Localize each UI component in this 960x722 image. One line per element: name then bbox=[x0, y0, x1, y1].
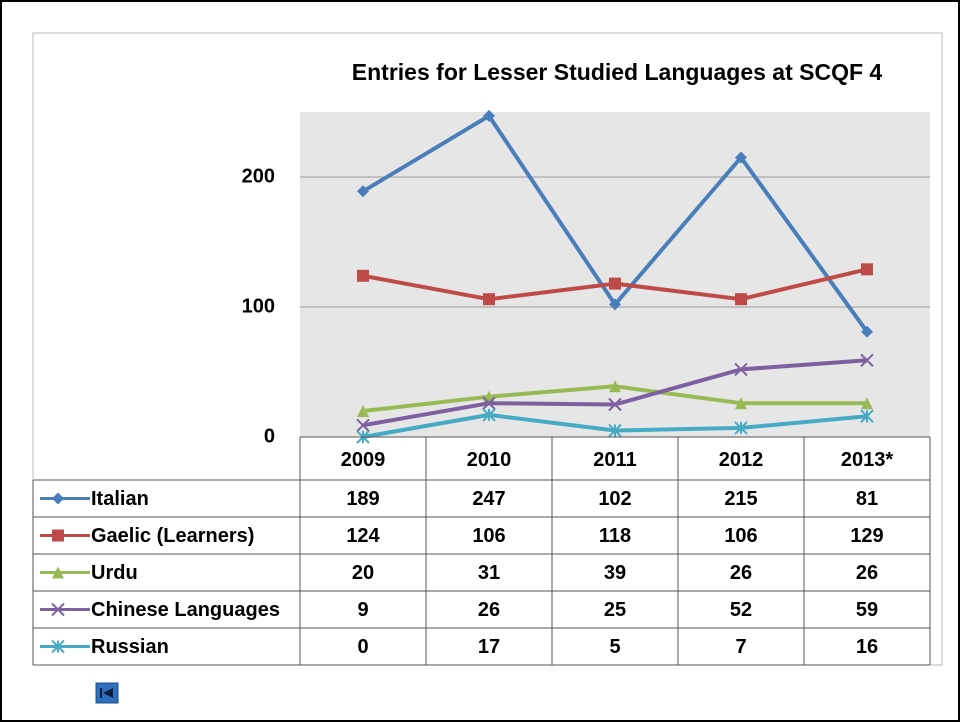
series bbox=[357, 263, 873, 306]
marker bbox=[860, 409, 874, 423]
legend-entry: Urdu bbox=[40, 562, 138, 584]
table-value: 26 bbox=[856, 562, 878, 584]
marker bbox=[609, 380, 621, 393]
legend-marker bbox=[52, 566, 64, 579]
table-value: 129 bbox=[850, 525, 883, 547]
table-value: 31 bbox=[478, 562, 500, 584]
table-value: 52 bbox=[730, 599, 752, 621]
legend-marker bbox=[52, 529, 64, 542]
chart-title: Entries for Lesser Studied Languages at … bbox=[352, 59, 883, 85]
x-tick-label: 2013* bbox=[841, 449, 893, 471]
y-tick-label: 200 bbox=[242, 165, 275, 187]
marker bbox=[482, 408, 496, 422]
marker bbox=[357, 405, 369, 417]
table-value: 106 bbox=[724, 525, 757, 547]
table-value: 9 bbox=[357, 599, 368, 621]
table-value: 39 bbox=[604, 562, 626, 584]
back-icon-arrow bbox=[103, 688, 113, 698]
x-tick-label: 2012 bbox=[719, 449, 764, 471]
nav-button[interactable] bbox=[95, 682, 119, 704]
table-value: 81 bbox=[856, 488, 878, 510]
marker bbox=[357, 269, 369, 282]
table-value: 17 bbox=[478, 636, 500, 658]
legend-label: Chinese Languages bbox=[91, 599, 280, 621]
legend-label: Italian bbox=[91, 488, 149, 510]
marker bbox=[482, 396, 496, 410]
table-value: 59 bbox=[856, 599, 878, 621]
table-value: 7 bbox=[735, 636, 746, 658]
marker bbox=[483, 293, 495, 306]
marker bbox=[734, 421, 748, 435]
table-value: 118 bbox=[599, 525, 631, 547]
table-value: 102 bbox=[598, 488, 631, 510]
marker bbox=[609, 277, 621, 290]
marker bbox=[735, 151, 747, 164]
legend-label: Urdu bbox=[91, 562, 138, 584]
legend-entry: Gaelic (Learners) bbox=[40, 525, 254, 547]
legend-entry: Chinese Languages bbox=[40, 599, 280, 621]
series bbox=[356, 353, 874, 433]
table-value: 0 bbox=[357, 636, 368, 658]
marker bbox=[609, 298, 621, 311]
marker bbox=[356, 418, 370, 433]
marker bbox=[734, 362, 748, 377]
legend-entry: Russian bbox=[40, 636, 169, 658]
legend-marker bbox=[51, 639, 65, 654]
table-value: 189 bbox=[346, 488, 379, 510]
table-value: 124 bbox=[346, 525, 380, 547]
marker bbox=[861, 325, 873, 338]
legend-label: Russian bbox=[91, 636, 169, 658]
legend-marker bbox=[52, 492, 64, 505]
table-value: 25 bbox=[604, 599, 626, 621]
table-value: 26 bbox=[730, 562, 752, 584]
back-icon-bar bbox=[100, 688, 102, 698]
marker bbox=[735, 397, 747, 410]
marker bbox=[608, 423, 622, 438]
y-tick-label: 0 bbox=[264, 425, 275, 447]
legend-label: Gaelic (Learners) bbox=[91, 525, 254, 547]
marker bbox=[860, 353, 874, 368]
series bbox=[356, 408, 874, 444]
table-value: 16 bbox=[856, 636, 878, 658]
legend-marker bbox=[51, 602, 65, 617]
table-value: 106 bbox=[472, 525, 505, 547]
marker bbox=[861, 263, 873, 276]
marker bbox=[483, 109, 495, 122]
x-tick-label: 2009 bbox=[341, 449, 386, 471]
table-value: 247 bbox=[472, 488, 505, 510]
table-value: 5 bbox=[609, 636, 620, 658]
marker bbox=[861, 397, 873, 410]
series bbox=[357, 109, 873, 338]
table-value: 215 bbox=[724, 488, 757, 510]
marker bbox=[608, 397, 622, 412]
marker bbox=[357, 185, 369, 198]
x-tick-label: 2010 bbox=[467, 449, 512, 471]
marker bbox=[735, 293, 747, 306]
x-tick-label: 2011 bbox=[593, 449, 636, 471]
table-value: 20 bbox=[352, 562, 374, 584]
y-tick-label: 100 bbox=[242, 295, 275, 317]
table-value: 26 bbox=[478, 599, 500, 621]
legend-entry: Italian bbox=[40, 488, 149, 510]
